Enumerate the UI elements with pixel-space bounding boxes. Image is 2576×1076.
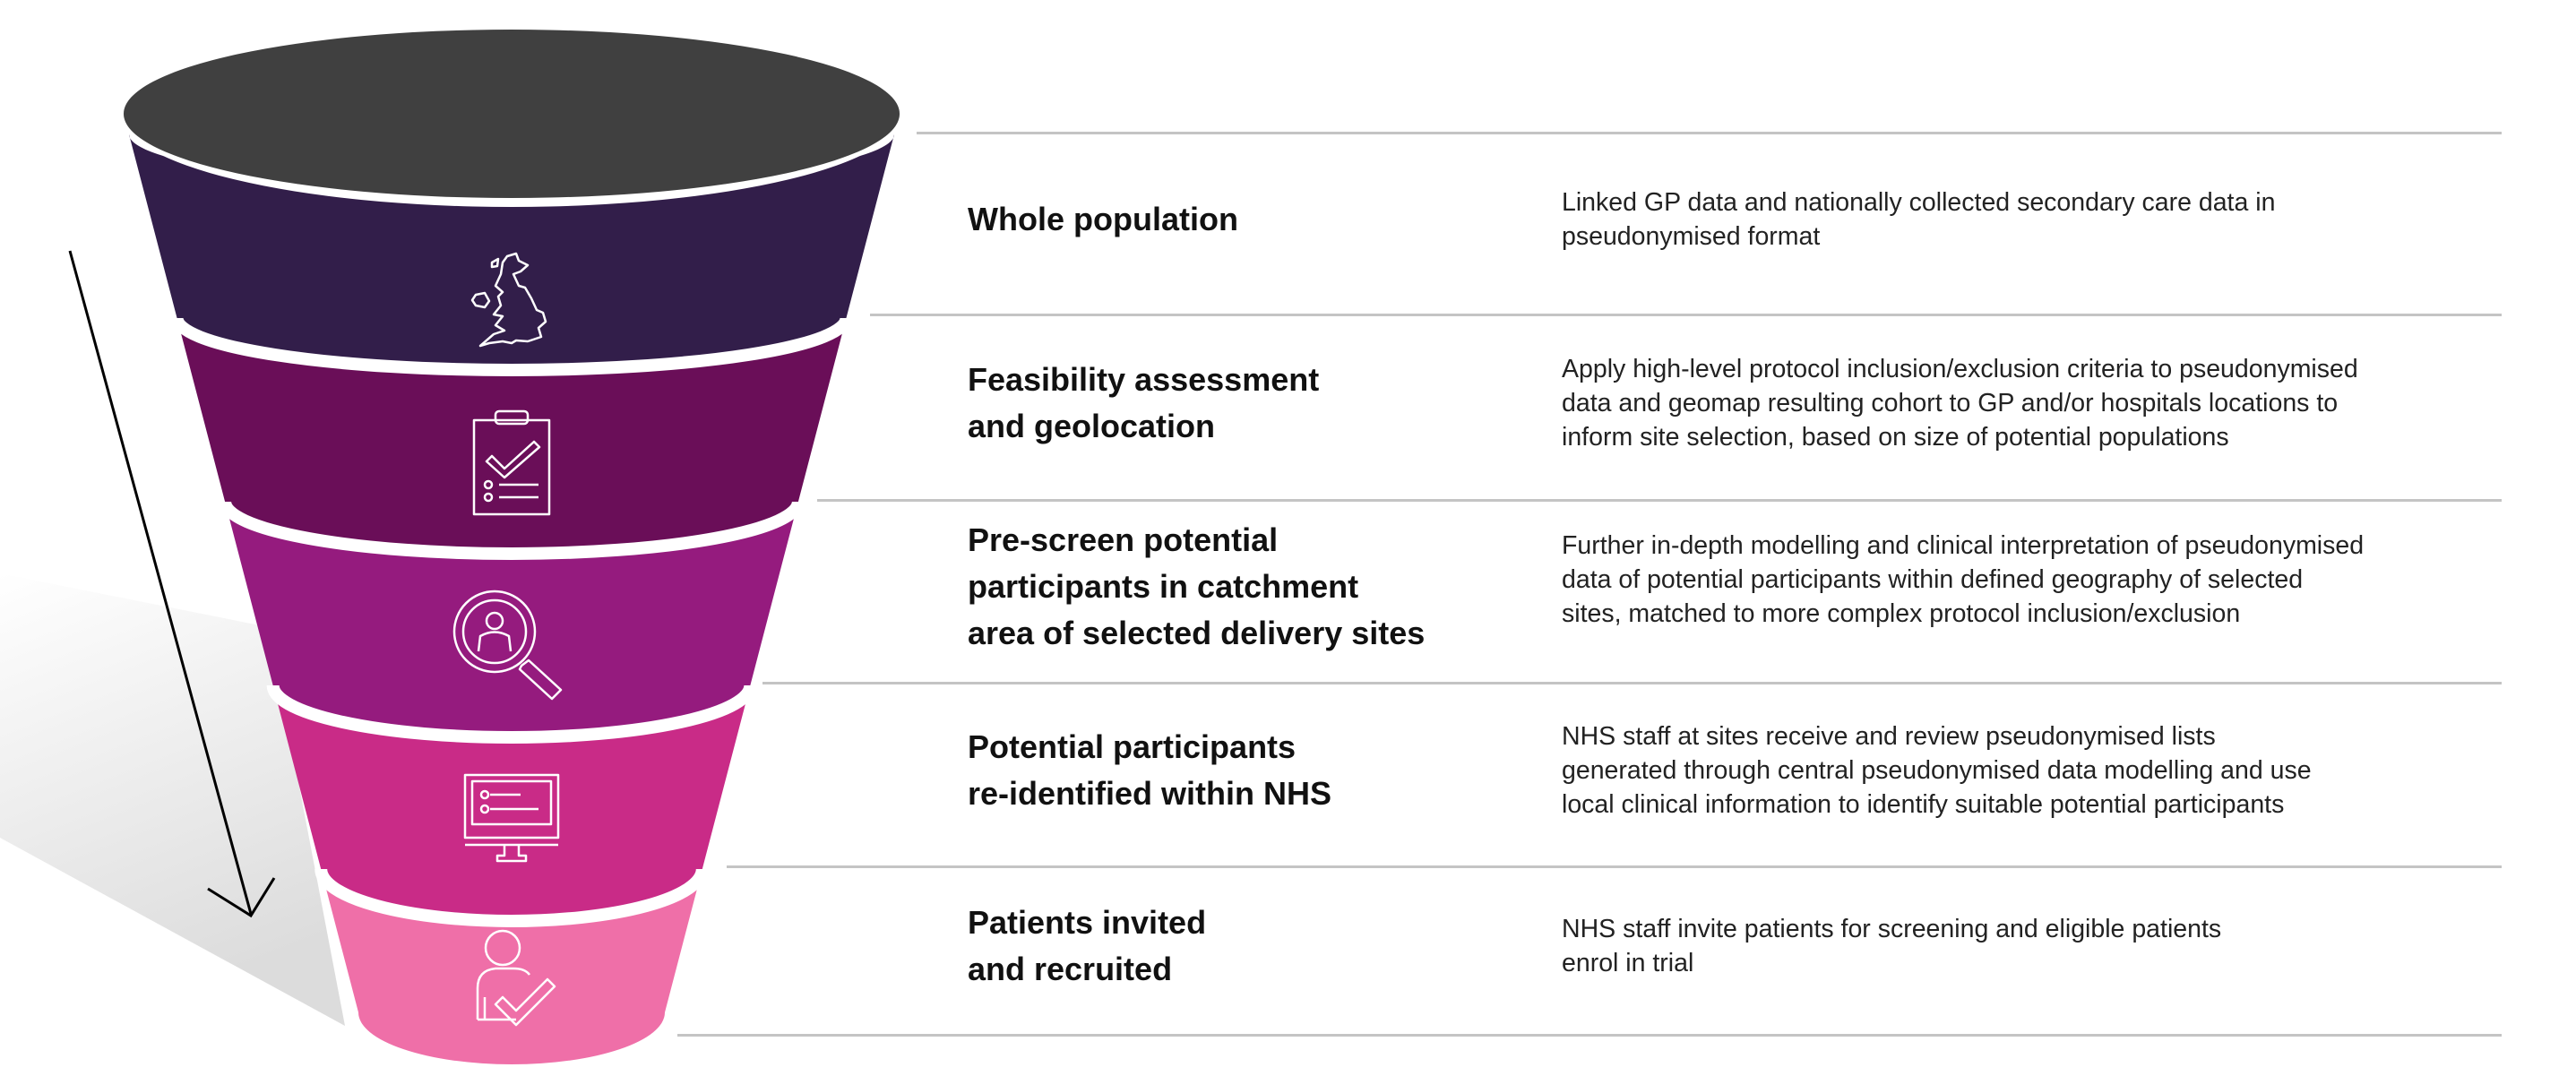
row-separator: [817, 499, 2502, 502]
monitor-list-icon: [463, 773, 560, 863]
person-check-icon: [476, 929, 556, 1027]
stage-description: Linked GP data and nationally collected …: [1562, 187, 2276, 251]
funnel-top: [124, 30, 900, 198]
row-separator: [762, 682, 2502, 684]
stage-title: Feasibility assessment and geolocation: [968, 360, 1320, 444]
stage-divider: [219, 501, 805, 560]
row-separator: [727, 865, 2502, 868]
stage-title: Patients invited and recruited: [968, 904, 1207, 987]
stage-divider: [314, 868, 709, 927]
downward-arrow: [68, 250, 276, 918]
row-separator: [917, 132, 2502, 134]
stage-title: Pre-screen potential participants in cat…: [968, 521, 1426, 651]
funnel-stage-3: [225, 502, 798, 737]
row-separator: [677, 1034, 2502, 1037]
stage-description: NHS staff at sites receive and review ps…: [1562, 721, 2312, 819]
clipboard-check-icon: [472, 409, 551, 516]
stage-title: Potential participants re-identified wit…: [968, 727, 1332, 812]
uk-map-icon: [470, 252, 547, 348]
stage-description: Further in-depth modelling and clinical …: [1562, 531, 2365, 628]
stage-divider: [170, 317, 853, 376]
funnel-shadow: [0, 573, 345, 1026]
row-separator: [870, 314, 2502, 316]
stage-divider: [266, 684, 757, 744]
stage-description: NHS staff invite patients for screening …: [1562, 915, 2222, 977]
funnel-stage-4: [272, 685, 751, 921]
funnel-stage-2: [177, 318, 847, 554]
magnifier-person-icon: [452, 590, 563, 701]
stage-title: Whole population: [968, 200, 1238, 237]
stage-description: Apply high-level protocol inclusion/excl…: [1562, 354, 2358, 452]
